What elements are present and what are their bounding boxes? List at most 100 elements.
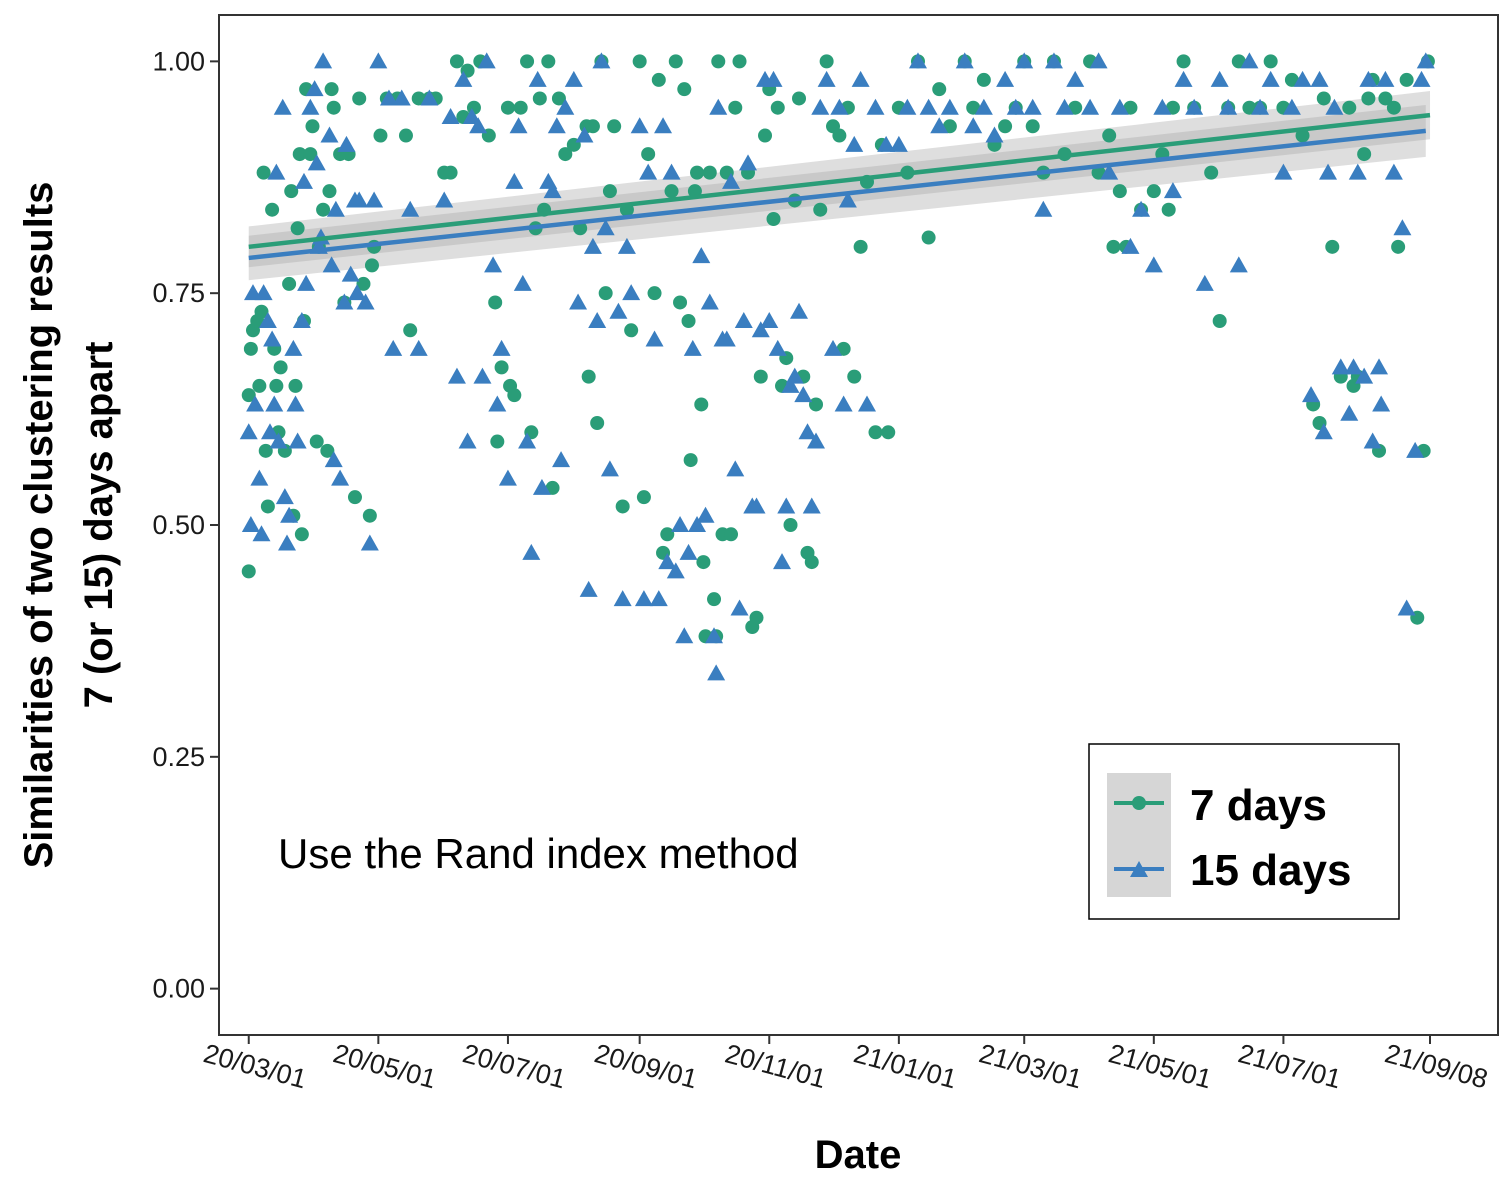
point-15-days: [1331, 358, 1350, 375]
point-7-days: [532, 91, 547, 106]
point-15-days: [645, 330, 664, 347]
point-15-days: [726, 460, 745, 477]
point-7-days: [921, 230, 936, 245]
point-15-days: [341, 265, 360, 282]
point-7-days: [364, 258, 379, 273]
point-15-days: [477, 52, 496, 69]
point-15-days: [696, 506, 715, 523]
point-7-days: [558, 147, 573, 162]
x-tick-label: 21/03/01: [976, 1038, 1085, 1094]
point-15-days: [564, 70, 583, 87]
point-15-days: [505, 172, 524, 189]
point-15-days: [324, 451, 343, 468]
point-15-days: [1034, 200, 1053, 217]
point-15-days: [365, 191, 384, 208]
point-15-days: [462, 108, 481, 124]
point-7-days: [724, 527, 739, 542]
point-15-days: [288, 432, 307, 449]
point-15-days: [1293, 70, 1312, 87]
point-15-days: [322, 256, 341, 273]
point-7-days: [541, 54, 556, 69]
point-15-days: [592, 52, 611, 69]
point-15-days: [583, 237, 602, 254]
point-15-days: [575, 126, 594, 143]
point-7-days: [1025, 119, 1040, 134]
point-7-days: [770, 100, 785, 115]
point-7-days: [1263, 54, 1278, 69]
point-15-days: [639, 163, 658, 180]
point-7-days: [707, 592, 722, 607]
point-15-days: [834, 395, 853, 412]
point-15-days: [284, 339, 303, 356]
point-15-days: [301, 98, 320, 115]
point-15-days: [294, 172, 313, 189]
point-7-days: [681, 314, 696, 328]
x-tick-label: 20/07/01: [460, 1038, 569, 1094]
point-7-days: [258, 443, 273, 458]
point-7-days: [711, 54, 726, 69]
point-15-days: [785, 367, 804, 384]
point-7-days: [252, 378, 267, 393]
point-7-days: [1106, 239, 1121, 254]
point-15-days: [337, 135, 356, 152]
point-7-days: [1112, 184, 1127, 199]
point-7-days: [282, 276, 297, 291]
point-15-days: [1372, 395, 1391, 412]
point-15-days: [617, 237, 636, 254]
point-15-days: [658, 553, 677, 570]
point-15-days: [1370, 358, 1389, 375]
point-7-days: [1068, 100, 1083, 115]
point-15-days: [579, 580, 598, 597]
point-7-days: [683, 453, 698, 468]
point-7-days: [832, 128, 847, 143]
x-tick-label: 21/05/01: [1106, 1038, 1215, 1094]
point-15-days: [679, 543, 698, 560]
legend-label-15-days: 15 days: [1190, 846, 1351, 895]
point-15-days: [473, 367, 492, 384]
point-15-days: [1355, 367, 1374, 384]
point-7-days: [664, 184, 679, 199]
point-15-days: [1153, 98, 1172, 115]
point-15-days: [1163, 182, 1182, 199]
point-7-days: [732, 54, 747, 69]
point-15-days: [1066, 70, 1085, 87]
trend-line-7-days: [248, 112, 1431, 250]
point-15-days: [518, 432, 537, 449]
point-15-days: [845, 135, 864, 152]
point-7-days: [1295, 128, 1310, 143]
point-7-days: [641, 147, 656, 162]
point-7-days: [490, 434, 505, 449]
point-7-days: [1391, 239, 1406, 254]
point-7-days: [294, 527, 309, 542]
point-15-days: [974, 98, 993, 115]
point-15-days: [777, 497, 796, 514]
point-7-days: [932, 82, 947, 97]
point-15-days: [492, 339, 511, 356]
point-7-days: [976, 72, 991, 87]
point-15-days: [877, 135, 896, 152]
point-7-days: [322, 184, 337, 199]
point-15-days: [273, 98, 292, 115]
point-7-days: [373, 128, 388, 143]
point-7-days: [551, 91, 566, 106]
point-15-days: [739, 154, 758, 171]
point-7-days: [607, 119, 622, 134]
point-15-days: [734, 312, 753, 328]
point-15-days: [1282, 98, 1301, 115]
point-15-days: [985, 126, 1004, 143]
point-15-days: [350, 191, 369, 208]
point-15-days: [671, 516, 690, 532]
point-7-days: [660, 527, 675, 542]
point-7-days: [284, 184, 299, 199]
point-15-days: [1416, 52, 1435, 69]
point-15-days: [857, 395, 876, 412]
point-15-days: [335, 293, 354, 310]
point-15-days: [781, 376, 800, 393]
point-15-days: [254, 284, 273, 301]
point-15-days: [286, 395, 305, 412]
point-7-days: [847, 369, 862, 384]
point-15-days: [1261, 70, 1280, 87]
point-15-days: [675, 627, 694, 644]
point-7-days: [1165, 100, 1180, 115]
